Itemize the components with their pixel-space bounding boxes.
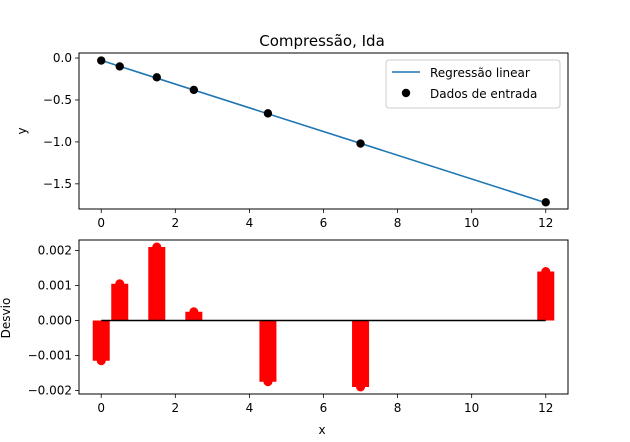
regression-chart-title: Compressão, Ida [259, 32, 385, 50]
x-tick-label: 12 [538, 216, 553, 230]
legend-label-regression: Regressão linear [430, 66, 530, 80]
y-tick-label: 0.002 [38, 244, 72, 258]
legend-label-data: Dados de entrada [430, 87, 537, 101]
data-point [115, 62, 124, 71]
regression-y-axis: 0.0 −0.5 −1.0 −1.5 [43, 51, 79, 191]
y-tick-label: −0.001 [28, 349, 72, 363]
deviation-chart-xlabel: x [318, 423, 325, 437]
deviation-marker [152, 242, 162, 252]
x-tick-label: 6 [320, 216, 328, 230]
deviation-x-axis: 0 2 4 6 8 10 12 [97, 394, 553, 415]
legend: Regressão linear Dados de entrada [385, 59, 561, 109]
deviation-chart-ylabel: Desvio [0, 298, 13, 339]
x-tick-label: 8 [394, 401, 402, 415]
legend-marker-swatch [401, 88, 411, 98]
y-tick-label: 0.001 [38, 279, 72, 293]
x-tick-label: 4 [246, 401, 254, 415]
data-point [97, 56, 106, 65]
x-tick-label: 6 [320, 401, 328, 415]
data-point [541, 198, 550, 207]
y-tick-label: 0.000 [38, 314, 72, 328]
deviation-bar [148, 247, 166, 321]
deviation-chart: x Desvio 0 2 4 6 8 10 12 0.002 0.001 0.000 −0.001… [0, 239, 569, 437]
y-tick-label: −0.002 [28, 384, 72, 398]
y-tick-label: −1.5 [43, 177, 72, 191]
x-tick-label: 12 [538, 401, 553, 415]
data-point [152, 73, 161, 82]
x-tick-label: 0 [97, 401, 105, 415]
regression-chart: Compressão, Ida y 0 2 4 6 8 10 12 0.0 −0.5 −1.0 −… [15, 32, 569, 230]
deviation-marker [541, 267, 551, 276]
y-tick-label: −0.5 [43, 93, 72, 107]
deviation-marker [189, 307, 199, 317]
x-tick-label: 10 [464, 216, 479, 230]
x-tick-label: 4 [246, 216, 254, 230]
deviation-marker [356, 382, 366, 392]
regression-x-axis: 0 2 4 6 8 10 12 [97, 209, 553, 230]
deviation-plot-area [92, 242, 555, 392]
deviation-chart-frame [78, 239, 569, 395]
deviation-bar [352, 320, 370, 387]
regression-chart-ylabel: y [15, 127, 29, 134]
x-tick-label: 2 [171, 216, 179, 230]
deviation-bar [111, 283, 129, 321]
y-tick-label: −1.0 [43, 135, 72, 149]
deviation-y-axis: 0.002 0.001 0.000 −0.001 −0.002 [28, 244, 79, 398]
deviation-marker [96, 356, 106, 366]
data-point [263, 109, 273, 118]
regression-plot-area [97, 56, 550, 207]
deviation-bar [259, 320, 277, 382]
x-tick-label: 8 [394, 216, 402, 230]
deviation-bar [92, 320, 110, 361]
regression-line [100, 59, 547, 204]
data-point [189, 85, 199, 95]
deviation-marker [115, 279, 125, 289]
data-point [356, 139, 365, 148]
x-tick-label: 10 [464, 401, 479, 415]
deviation-marker [263, 377, 273, 387]
y-tick-label: 0.0 [53, 51, 72, 65]
legend-box [385, 59, 561, 109]
regression-chart-frame [78, 52, 569, 210]
x-tick-label: 2 [171, 401, 179, 415]
deviation-bar [537, 271, 555, 321]
x-tick-label: 0 [97, 216, 105, 230]
